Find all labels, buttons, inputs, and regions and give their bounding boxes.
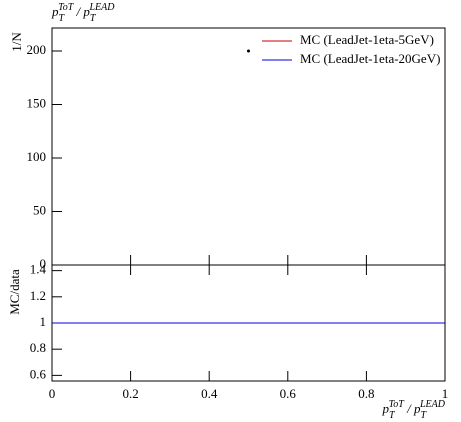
x-tick-label: 0 [49, 386, 56, 401]
ratio-y-tick-label: 0.8 [30, 340, 46, 355]
xlabel_parts-part: T [420, 410, 427, 421]
title_parts: pTToT / pTLEAD [51, 2, 115, 24]
y-tick-label: 100 [27, 149, 47, 164]
title_parts-part: LEAD [88, 2, 115, 13]
legend-label: MC (LeadJet-1eta-20GeV) [300, 51, 440, 66]
ratio-y-tick-label: 0.6 [30, 366, 47, 381]
legend-label: MC (LeadJet-1eta-5GeV) [300, 32, 434, 47]
x-tick-label: 0.6 [280, 386, 297, 401]
xlabel_parts-part: p [413, 401, 421, 416]
title_parts-part: / [73, 4, 83, 19]
xlabel_parts-part: p [382, 401, 390, 416]
y-tick-label: 200 [27, 42, 47, 57]
y-label: 1/N [9, 32, 24, 52]
ratio-y-tick-label: 1 [40, 314, 47, 329]
y-tick-label: 0 [40, 256, 47, 271]
title_parts-part: p [82, 4, 90, 19]
xlabel_parts: pTToT / pTLEAD [382, 399, 446, 421]
xlabel_parts-part: ToT [389, 399, 406, 410]
y-tick-label: 50 [33, 202, 46, 217]
title_parts-part: T [90, 13, 97, 24]
ratio-y-tick-label: 1.2 [30, 288, 46, 303]
title_parts-part: p [51, 4, 59, 19]
y-tick-label: 150 [27, 95, 47, 110]
xlabel_parts-part: LEAD [419, 399, 446, 410]
x-tick-label: 1 [442, 386, 449, 401]
data-point [247, 49, 250, 53]
xlabel_parts-part: T [389, 410, 396, 421]
x-tick-label: 0.8 [358, 386, 374, 401]
ratio-y-label: MC/data [7, 269, 22, 315]
ratio-y-tick-label: 1.4 [30, 262, 47, 277]
xlabel_parts-part: / [404, 401, 414, 416]
x-tick-label: 0.2 [122, 386, 138, 401]
x-tick-label: 0.4 [201, 386, 218, 401]
title_parts-part: ToT [58, 2, 75, 13]
title_parts-part: T [59, 13, 66, 24]
